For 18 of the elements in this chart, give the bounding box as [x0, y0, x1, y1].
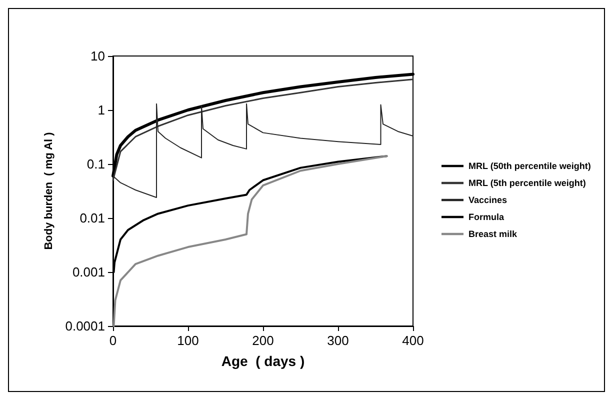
- x-tick-label: 200: [252, 333, 274, 348]
- legend-label: Formula: [468, 212, 505, 222]
- legend-label: MRL (50th percentile weight): [468, 161, 591, 171]
- x-axis-title: Age ( days ): [221, 353, 305, 369]
- y-tick-label: 0.0001: [65, 318, 105, 334]
- y-tick-label: 0.001: [72, 264, 105, 280]
- legend-label: Breast milk: [468, 229, 518, 239]
- y-tick-label: 10: [90, 48, 105, 64]
- x-tick-label: 0: [109, 333, 117, 348]
- legend-label: MRL (5th percentile weight): [468, 178, 586, 188]
- y-tick-label: 1: [98, 102, 105, 118]
- y-axis-title: Body burden ( mg Al ): [42, 132, 55, 250]
- legend-label: Vaccines: [468, 195, 508, 205]
- x-tick-label: 300: [327, 333, 349, 348]
- y-tick-label: 0.1: [86, 156, 105, 172]
- y-tick-label: 0.01: [80, 210, 105, 226]
- x-tick-label: 400: [402, 333, 424, 348]
- x-tick-label: 100: [177, 333, 199, 348]
